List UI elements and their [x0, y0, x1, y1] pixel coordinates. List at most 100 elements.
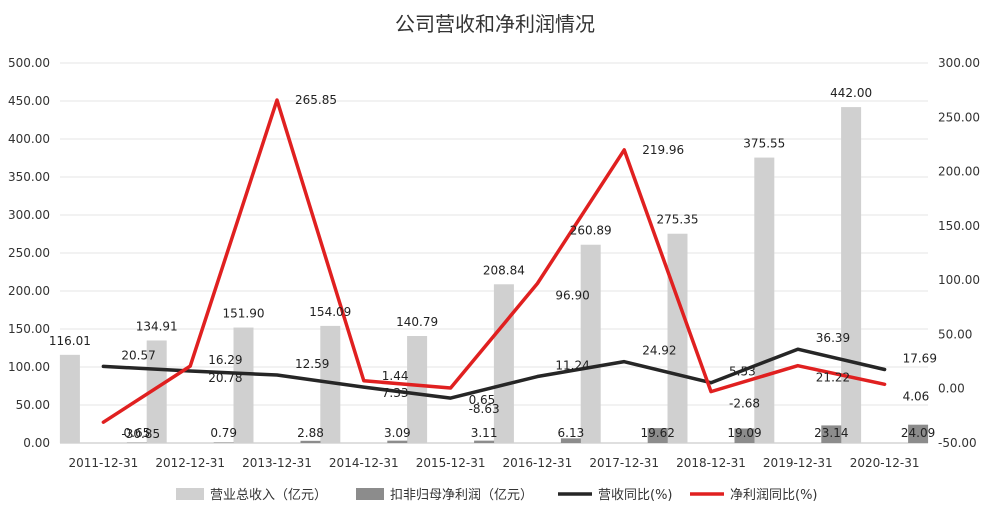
x-tick-label: 2012-12-31: [155, 456, 225, 470]
data-label: 0.79: [210, 426, 237, 440]
legend-swatch: [176, 488, 204, 500]
data-label: 16.29: [208, 353, 242, 367]
bar-series: [59, 107, 929, 443]
bar: [474, 440, 495, 443]
y-left-tick-label: 450.00: [8, 94, 50, 108]
data-label: 3.11: [471, 426, 498, 440]
legend: 营业总收入（亿元） 扣非归母净利润（亿元） 营收同比(%) 净利润同比(%): [176, 488, 818, 503]
y-right-tick-label: 150.00: [938, 219, 980, 233]
data-label: 11.24: [555, 359, 589, 373]
bar: [300, 440, 321, 443]
data-label: 12.59: [295, 357, 329, 371]
x-tick-label: 2016-12-31: [503, 456, 573, 470]
x-tick-label: 2014-12-31: [329, 456, 399, 470]
data-label: 0.65: [124, 426, 151, 440]
y-axis-right: -50.00 0.00 50.00 100.00 150.00 200.00 250.00 3…: [938, 56, 980, 450]
data-label: 24.92: [642, 344, 676, 358]
x-tick-label: 2011-12-31: [69, 456, 139, 470]
y-left-tick-label: 150.00: [8, 322, 50, 336]
data-label: 208.84: [483, 263, 525, 277]
chart-title: 公司营收和净利润情况: [395, 12, 595, 36]
y-left-tick-label: 200.00: [8, 284, 50, 298]
legend-label: 扣非归母净利润（亿元）: [390, 488, 533, 503]
data-label: -30.85: [121, 427, 160, 441]
data-label: 375.55: [743, 137, 785, 151]
line-series: [101, 98, 887, 424]
bar: [821, 425, 842, 443]
y-axis-left: 0.00 50.00 100.00 150.00 200.00 250.00 300.00 3…: [8, 56, 50, 450]
data-label: 275.35: [657, 213, 699, 227]
data-label: 6.13: [558, 426, 585, 440]
bar: [754, 157, 775, 443]
bar: [667, 233, 688, 443]
data-label: 21.22: [816, 371, 850, 385]
data-label: 20.57: [121, 348, 155, 362]
x-axis: 2011-12-31 2012-12-31 2013-12-31 2014-12-31…: [69, 456, 920, 470]
data-label: 4.06: [903, 389, 930, 403]
data-label: 23.14: [814, 426, 848, 440]
y-left-tick-label: 350.00: [8, 170, 50, 184]
legend-label: 营收同比(%): [598, 488, 673, 503]
y-right-tick-label: 0.00: [938, 382, 965, 396]
bar: [647, 428, 668, 443]
data-label: 151.90: [223, 307, 265, 321]
y-right-tick-label: -50.00: [938, 436, 977, 450]
y-left-tick-label: 500.00: [8, 56, 50, 70]
data-label: 36.39: [816, 331, 850, 345]
series-line: [101, 347, 887, 400]
x-tick-label: 2020-12-31: [850, 456, 920, 470]
bar: [387, 440, 408, 443]
data-labels: 116.01 134.91 151.90 154.09 140.79 208.84 260.…: [49, 86, 937, 441]
bar: [841, 107, 862, 443]
x-tick-label: 2013-12-31: [242, 456, 312, 470]
bar: [560, 438, 581, 443]
data-label: 154.09: [309, 305, 351, 319]
data-label: 24.09: [901, 426, 935, 440]
data-label: 134.91: [136, 319, 178, 333]
bar: [213, 442, 234, 443]
data-label: 19.62: [641, 426, 675, 440]
bar: [407, 335, 428, 443]
legend-swatch: [356, 488, 384, 500]
y-left-tick-label: 400.00: [8, 132, 50, 146]
data-label: 265.85: [295, 93, 337, 107]
y-left-tick-label: 300.00: [8, 208, 50, 222]
bar: [320, 325, 341, 443]
data-label: 3.09: [384, 426, 411, 440]
bar: [146, 340, 167, 443]
data-label: 20.78: [208, 371, 242, 385]
y-left-tick-label: 250.00: [8, 246, 50, 260]
data-label: 140.79: [396, 315, 438, 329]
data-label: 19.09: [727, 426, 761, 440]
y-right-tick-label: 100.00: [938, 273, 980, 287]
x-tick-label: 2015-12-31: [416, 456, 486, 470]
data-label: -2.68: [729, 397, 760, 411]
data-label: 17.69: [903, 352, 937, 366]
y-right-tick-label: 300.00: [938, 56, 980, 70]
x-tick-label: 2018-12-31: [676, 456, 746, 470]
x-tick-label: 2017-12-31: [589, 456, 659, 470]
bar: [908, 424, 929, 443]
data-label: 5.53: [729, 365, 756, 379]
data-label: 0.65: [469, 393, 496, 407]
legend-label: 营业总收入（亿元）: [210, 488, 327, 503]
y-right-tick-label: 50.00: [938, 327, 972, 341]
data-label: 442.00: [830, 86, 872, 100]
data-label: -8.63: [469, 402, 500, 416]
x-tick-label: 2019-12-31: [763, 456, 833, 470]
legend-label: 净利润同比(%): [730, 488, 818, 503]
y-left-tick-label: 100.00: [8, 360, 50, 374]
bar: [734, 428, 755, 443]
data-label: 96.90: [555, 289, 589, 303]
data-label: 116.01: [49, 334, 91, 348]
data-label: 260.89: [570, 224, 612, 238]
data-label: 2.88: [297, 426, 324, 440]
y-right-tick-label: 250.00: [938, 110, 980, 124]
bar: [493, 284, 514, 443]
bar: [59, 354, 80, 443]
y-right-tick-label: 200.00: [938, 165, 980, 179]
bar: [233, 327, 254, 443]
series-line: [101, 98, 887, 424]
data-label: 1.44: [382, 369, 409, 383]
